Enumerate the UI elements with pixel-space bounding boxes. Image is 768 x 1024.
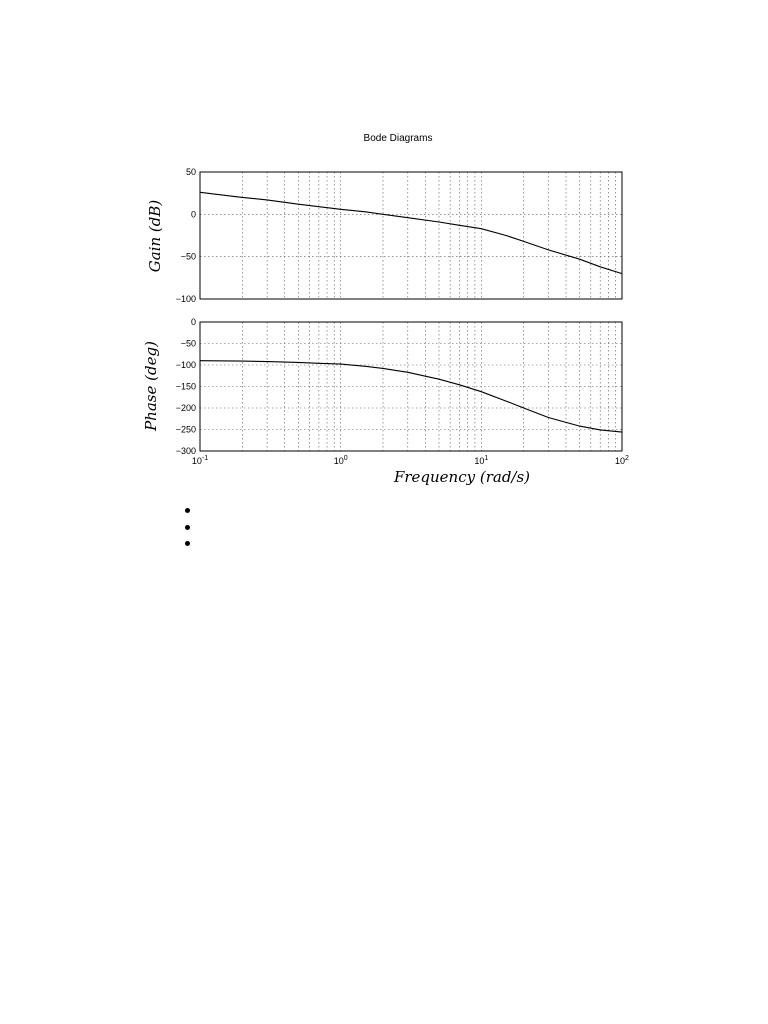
chart-title: Bode Diagrams (364, 133, 433, 144)
phase-grid (200, 322, 622, 451)
phase-y-axis-label: Phase (deg) (142, 341, 160, 432)
y-tick-label: −250 (176, 425, 196, 435)
gain-y-axis-label: Gain (dB) (146, 200, 164, 273)
y-tick-label: −200 (176, 403, 196, 413)
y-tick-label: 0 (191, 209, 196, 219)
bullet-list (182, 504, 194, 554)
phase-curve (199, 360, 623, 433)
phase-y-ticks: 0 −50 −100 −150 −200 −250 −300 (176, 317, 196, 456)
frequency-x-ticks: 10-1 100 101 102 (192, 455, 629, 466)
bullet-item (182, 504, 194, 521)
y-tick-label: −50 (181, 339, 196, 349)
gain-grid (200, 172, 622, 299)
y-tick-label: 0 (191, 317, 196, 327)
x-tick-label: 10-1 (192, 455, 208, 466)
frequency-x-axis-label: Frequency (rad/s) (393, 468, 530, 486)
y-tick-label: 50 (186, 167, 196, 177)
phase-axes-box (199, 321, 623, 452)
bullet-item (182, 537, 194, 554)
bullet-item (182, 521, 194, 538)
y-tick-label: −100 (176, 294, 196, 304)
y-tick-label: −100 (176, 360, 196, 370)
gain-y-ticks: 50 0 −50 −100 (176, 167, 196, 304)
gain-axes-box (199, 171, 623, 300)
x-tick-label: 102 (615, 455, 629, 466)
x-tick-label: 100 (334, 455, 348, 466)
y-tick-label: −300 (176, 446, 196, 456)
y-tick-label: −50 (181, 252, 196, 262)
x-tick-label: 101 (474, 455, 488, 466)
y-tick-label: −150 (176, 382, 196, 392)
phase-plot: 0 −50 −100 −150 −200 −250 −300 Phase (deg) 10-… (142, 317, 629, 486)
gain-curve (199, 191, 623, 275)
gain-plot: 50 0 −50 −100 Gain (dB) (146, 167, 623, 304)
